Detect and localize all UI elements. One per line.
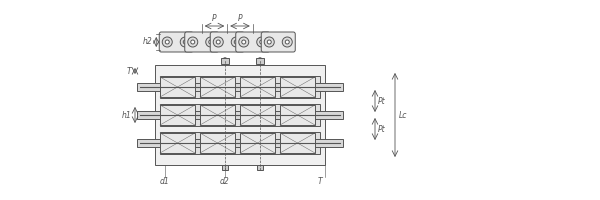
- Text: d1: d1: [160, 177, 170, 186]
- Bar: [280, 77, 315, 97]
- Bar: [160, 76, 320, 98]
- Bar: [160, 132, 320, 154]
- Circle shape: [267, 40, 271, 44]
- Circle shape: [222, 58, 228, 64]
- Text: h1: h1: [121, 110, 131, 119]
- Circle shape: [234, 40, 238, 44]
- Bar: [280, 133, 315, 153]
- Bar: [256, 58, 264, 64]
- Circle shape: [165, 40, 169, 44]
- Bar: [240, 133, 275, 153]
- Bar: [137, 111, 343, 119]
- FancyBboxPatch shape: [236, 32, 270, 52]
- Text: P: P: [238, 14, 242, 23]
- Circle shape: [260, 40, 264, 44]
- Bar: [160, 133, 195, 153]
- Bar: [200, 77, 235, 97]
- Circle shape: [213, 37, 223, 47]
- Circle shape: [257, 58, 263, 64]
- Circle shape: [183, 40, 187, 44]
- Text: Lc: Lc: [399, 110, 407, 119]
- Bar: [200, 133, 235, 153]
- Bar: [137, 139, 343, 147]
- Circle shape: [180, 37, 190, 47]
- Text: P: P: [212, 14, 217, 23]
- FancyBboxPatch shape: [210, 32, 244, 52]
- Bar: [200, 105, 235, 125]
- Text: h2: h2: [143, 38, 152, 46]
- Circle shape: [162, 37, 172, 47]
- Bar: [280, 105, 315, 125]
- Circle shape: [239, 37, 249, 47]
- Bar: [240, 105, 275, 125]
- Bar: [137, 83, 343, 91]
- Bar: [160, 104, 320, 126]
- Circle shape: [222, 58, 228, 64]
- Bar: [160, 105, 195, 125]
- Bar: [221, 58, 229, 64]
- Text: Pt: Pt: [378, 124, 386, 134]
- Bar: [155, 65, 325, 165]
- Bar: [240, 77, 275, 97]
- Bar: [257, 165, 263, 170]
- FancyBboxPatch shape: [261, 32, 295, 52]
- Circle shape: [209, 40, 213, 44]
- Text: T: T: [127, 66, 131, 75]
- Circle shape: [285, 40, 289, 44]
- Circle shape: [242, 40, 246, 44]
- Circle shape: [188, 37, 198, 47]
- Text: Pt: Pt: [378, 97, 386, 106]
- Circle shape: [257, 58, 263, 64]
- Circle shape: [282, 37, 292, 47]
- Bar: [222, 165, 228, 170]
- Circle shape: [191, 40, 195, 44]
- Text: d2: d2: [220, 177, 230, 186]
- Circle shape: [257, 37, 267, 47]
- Circle shape: [264, 37, 274, 47]
- FancyBboxPatch shape: [159, 32, 193, 52]
- Circle shape: [206, 37, 216, 47]
- Bar: [160, 77, 195, 97]
- FancyBboxPatch shape: [185, 32, 219, 52]
- Text: T: T: [317, 177, 322, 186]
- Circle shape: [216, 40, 220, 44]
- Circle shape: [231, 37, 241, 47]
